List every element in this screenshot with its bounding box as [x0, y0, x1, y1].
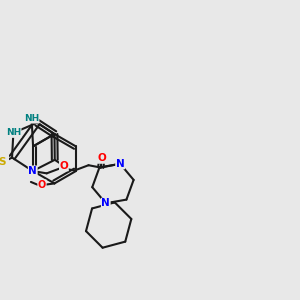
- Text: NH: NH: [24, 114, 39, 123]
- Text: N: N: [28, 166, 37, 176]
- Text: O: O: [98, 153, 106, 163]
- Text: O: O: [38, 180, 46, 190]
- Text: NH: NH: [6, 128, 21, 137]
- Text: N: N: [101, 198, 110, 208]
- Text: S: S: [0, 158, 6, 167]
- Text: N: N: [116, 159, 124, 169]
- Text: O: O: [59, 161, 68, 171]
